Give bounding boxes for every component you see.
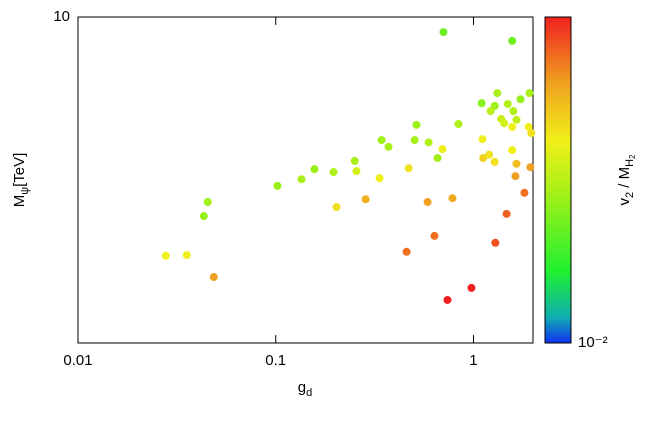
- point: [490, 157, 499, 166]
- point: [310, 165, 319, 174]
- point: [424, 138, 433, 147]
- point: [443, 295, 452, 304]
- point: [508, 122, 517, 131]
- point: [477, 99, 486, 108]
- point: [512, 115, 521, 124]
- x-tick-label: 0.1: [265, 352, 286, 369]
- point: [486, 107, 495, 116]
- y-axis-label: Mψ[TeV]: [11, 153, 31, 208]
- point: [500, 119, 509, 128]
- colorbar-tick-label: 10⁻²: [578, 334, 608, 351]
- y-tick-label: 10: [53, 8, 70, 25]
- point: [404, 164, 413, 173]
- point: [503, 99, 512, 108]
- point: [350, 156, 359, 165]
- point: [516, 95, 525, 104]
- point: [209, 273, 218, 282]
- point: [508, 36, 517, 45]
- point: [478, 135, 487, 144]
- point: [361, 195, 370, 204]
- point: [412, 120, 421, 129]
- point: [273, 181, 282, 190]
- point: [375, 174, 384, 183]
- point: [438, 145, 447, 154]
- point: [491, 238, 500, 247]
- point: [182, 251, 191, 260]
- point: [527, 129, 536, 138]
- point: [377, 136, 386, 145]
- point: [161, 251, 170, 260]
- point: [297, 175, 306, 184]
- point: [439, 28, 448, 37]
- point: [508, 146, 517, 155]
- point: [502, 209, 511, 218]
- point: [467, 283, 476, 292]
- point: [525, 89, 534, 98]
- point: [485, 150, 494, 159]
- point: [332, 203, 341, 212]
- x-axis-label: gd: [298, 379, 312, 399]
- colorbar-label: v2 / MH2: [616, 154, 637, 206]
- point: [454, 119, 463, 128]
- point: [329, 168, 338, 177]
- point: [410, 136, 419, 145]
- point: [520, 188, 529, 197]
- plot-frame: [77, 16, 534, 344]
- point: [423, 198, 432, 207]
- point: [448, 194, 457, 203]
- point: [203, 198, 212, 207]
- point: [430, 231, 439, 240]
- point: [511, 172, 520, 181]
- x-tick-label: 0.01: [63, 352, 92, 369]
- colorbar: [544, 16, 572, 344]
- point: [479, 154, 488, 163]
- point: [493, 89, 502, 98]
- point: [526, 163, 535, 172]
- point: [199, 212, 208, 221]
- point: [524, 122, 533, 131]
- point: [352, 167, 361, 176]
- point: [433, 154, 442, 163]
- point: [384, 142, 393, 151]
- point: [509, 107, 518, 116]
- x-tick-label: 1: [469, 352, 477, 369]
- point: [402, 247, 411, 256]
- point: [512, 159, 521, 168]
